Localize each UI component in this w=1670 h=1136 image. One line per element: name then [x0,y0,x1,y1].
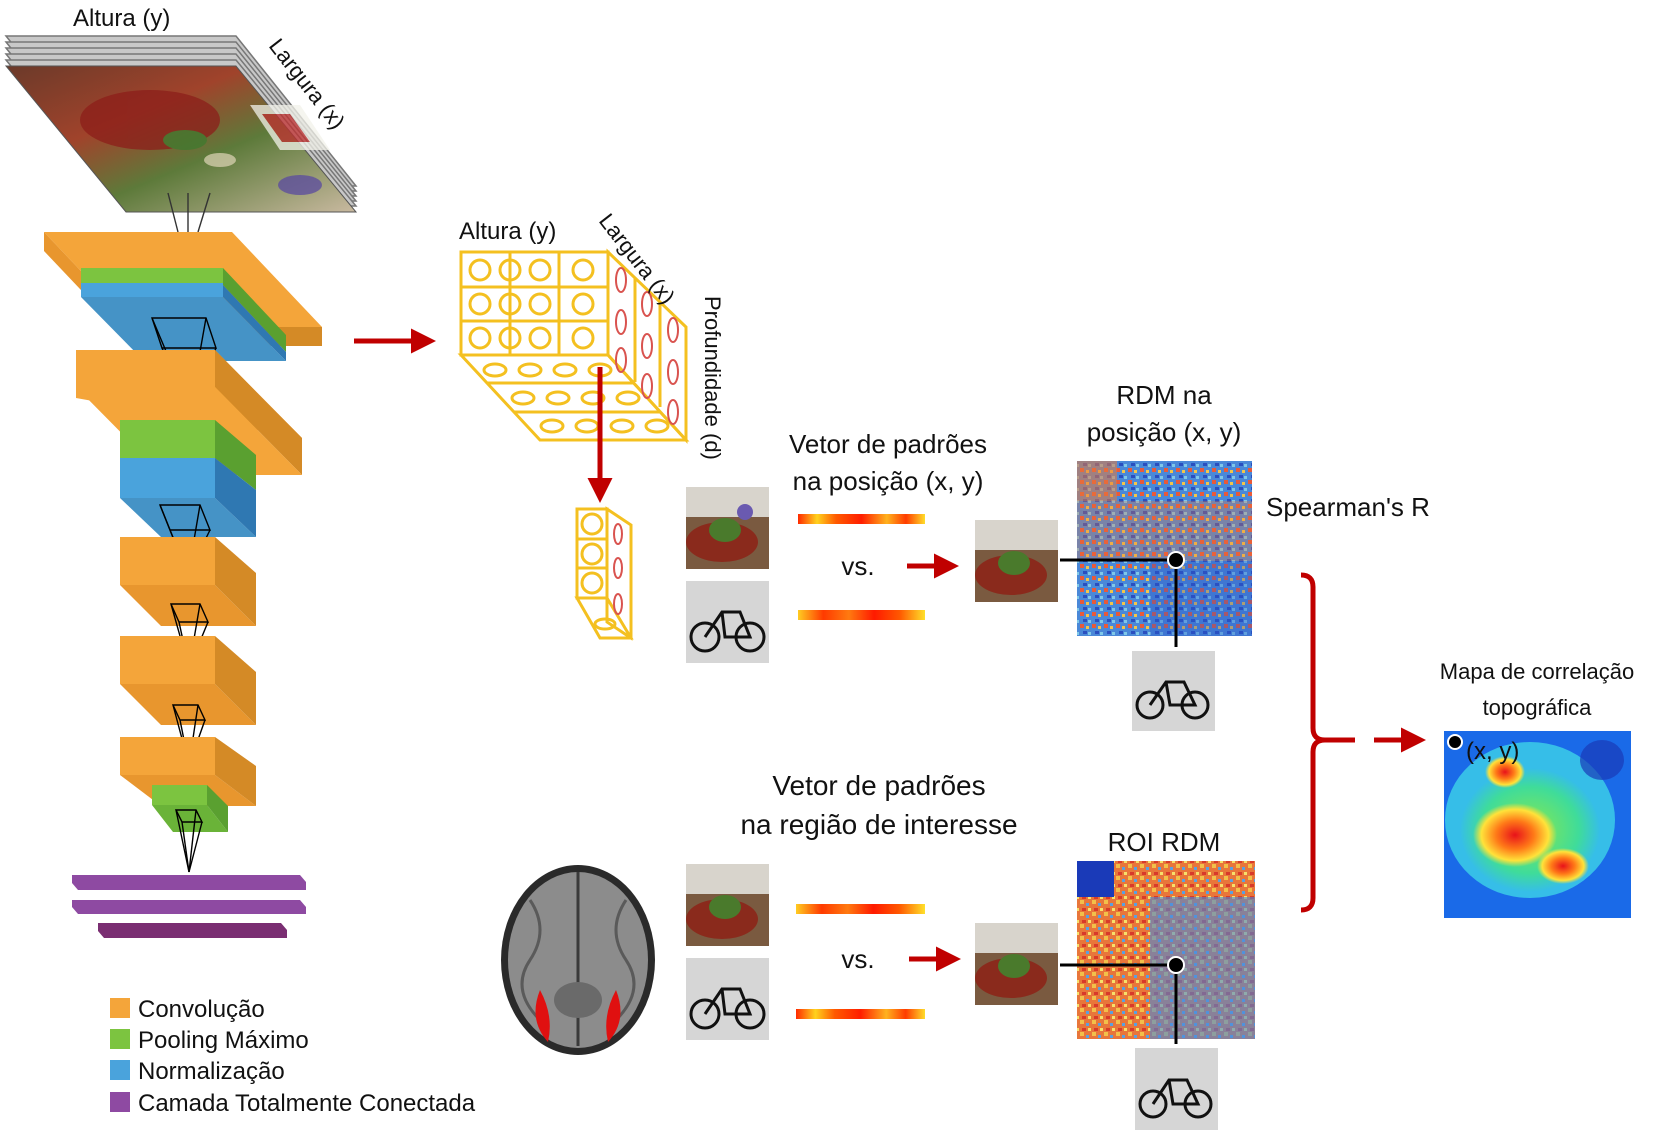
fc-layers [72,875,306,938]
conv-block-1 [44,232,322,361]
bicycle-photo-icon [686,581,769,663]
legend-label-normalization: Normalização [138,1058,285,1085]
bicycle-photo-icon [1132,651,1215,731]
vs-label-1: vs. [841,551,874,581]
bicycle-photo-icon [1135,1048,1218,1130]
rdm-position-title-1: RDM na [1116,380,1212,410]
flow-arrows [354,328,1426,972]
feature-map-cube: Altura (y) Largura (x) Profundidade (d) [457,209,725,460]
input-connector-lines [167,192,211,233]
feature-depth-label: Profundidade (d) [700,296,725,460]
legend: Convolução Pooling Máximo Normalização C… [110,996,476,1117]
roi-section: Vetor de padrões na região de interesse [501,770,1018,1055]
conv-block-2 [76,350,302,537]
roi-rdm-title: ROI RDM [1108,827,1221,857]
feature-height-label: Altura (y) [459,218,556,245]
position-vector-title-1: Vetor de padrões [789,429,987,459]
legend-label-pooling: Pooling Máximo [138,1027,309,1054]
rdm-position-point [1167,551,1185,569]
topo-map-point [1447,734,1463,750]
kernel-pyramid-5 [174,809,204,873]
roi-rdm-point [1167,956,1185,974]
legend-swatch-fully-connected [110,1092,130,1112]
legend-swatch-convolution [110,998,130,1018]
brain-scan-icon [501,865,655,1055]
pattern-vector-bicycle [798,610,925,620]
conv-block-3 [120,537,256,626]
topo-map-point-label: (x, y) [1466,738,1519,765]
topo-map-title-2: topográfica [1483,695,1593,720]
pattern-vector-roi-bicycle [796,1009,925,1019]
roi-rdm-section: ROI RDM [975,827,1255,1130]
scene-photo-icon [686,487,769,569]
input-image-stack: Altura (y) Largura (x) [4,5,358,213]
topo-map-heatmap [1444,731,1631,918]
conv-block-4 [120,636,256,725]
rdm-position-matrix [1077,461,1252,636]
input-height-label: Altura (y) [73,5,170,32]
pattern-vector-roi-scene [796,904,925,914]
cnn-layer-stack [44,232,322,938]
vs-label-2: vs. [841,944,874,974]
conv-block-5 [120,737,256,832]
rdm-position-section: RDM na posição (x, y) Spearman's R [975,380,1430,731]
rdm-position-title-2: posição (x, y) [1087,417,1242,447]
scene-photo-icon [975,923,1058,1005]
legend-label-convolution: Convolução [138,996,265,1023]
legend-label-fully-connected: Camada Totalmente Conectada [138,1090,476,1117]
scene-photo-icon [686,864,769,946]
correlation-bracket [1300,572,1326,913]
position-vector-section: Vetor de padrões na posição (x, y) vs. [686,429,987,663]
topo-map-section: Mapa de correlação topográfica (x, y) [1440,659,1634,918]
spearman-label: Spearman's R [1266,492,1430,522]
bicycle-photo-icon [686,958,769,1040]
legend-swatch-normalization [110,1060,130,1080]
pattern-vector-scene [798,514,925,524]
feature-column [574,506,634,641]
roi-rdm-matrix [1077,861,1255,1039]
topo-map-title-1: Mapa de correlação [1440,659,1634,684]
position-vector-title-2: na posição (x, y) [793,466,984,496]
legend-swatch-pooling [110,1029,130,1049]
roi-vector-title-1: Vetor de padrões [772,770,985,801]
roi-vector-title-2: na região de interesse [740,809,1017,840]
scene-photo-icon [975,520,1058,602]
